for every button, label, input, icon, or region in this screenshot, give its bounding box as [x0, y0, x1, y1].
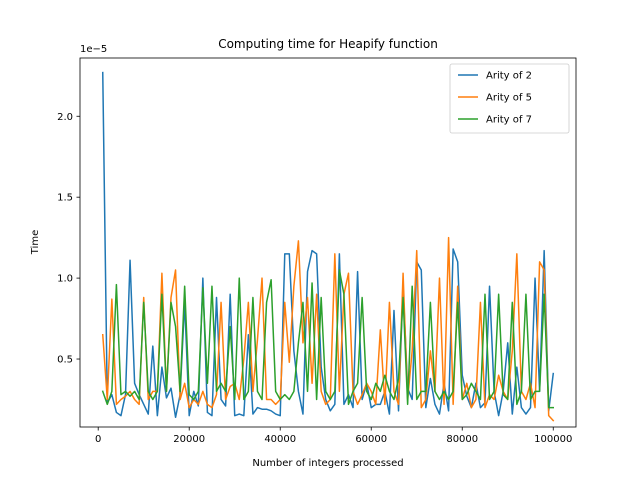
- y-tick-label: 1.0: [57, 274, 73, 285]
- x-tick-label: 0: [95, 434, 101, 445]
- x-tick-label: 80000: [446, 434, 478, 445]
- legend-box: [449, 63, 570, 134]
- x-tick-label: 100000: [534, 434, 572, 445]
- legend-items: Arity of 2 Arity of 5 Arity of 7: [458, 71, 532, 126]
- x-axis-ticks: 0 20000 40000 60000 80000 100000: [95, 427, 572, 445]
- x-axis-label: Number of integers processed: [252, 458, 403, 469]
- legend-label: Arity of 5: [486, 93, 532, 104]
- x-tick-label: 40000: [264, 434, 296, 445]
- plot-lines: [101, 71, 555, 422]
- y-offset-text: 1e−5: [80, 44, 107, 55]
- y-axis-label: Time: [30, 230, 41, 255]
- legend-label: Arity of 2: [486, 71, 532, 82]
- legend-label: Arity of 7: [486, 115, 532, 126]
- chart-title: Computing time for Heapify function: [218, 37, 438, 51]
- y-tick-label: 1.5: [57, 193, 73, 204]
- plot-area-frame: [79, 57, 577, 428]
- y-tick-label: 0.5: [57, 355, 73, 366]
- series-line-arity-7: [101, 269, 554, 409]
- y-axis-ticks: 0.5 1.0 1.5 2.0: [57, 112, 80, 366]
- legend: Arity of 2 Arity of 5 Arity of 7: [449, 63, 570, 134]
- series-line-arity-5: [101, 236, 555, 422]
- y-tick-label: 2.0: [57, 112, 73, 123]
- x-tick-label: 60000: [355, 434, 387, 445]
- x-tick-label: 20000: [173, 434, 205, 445]
